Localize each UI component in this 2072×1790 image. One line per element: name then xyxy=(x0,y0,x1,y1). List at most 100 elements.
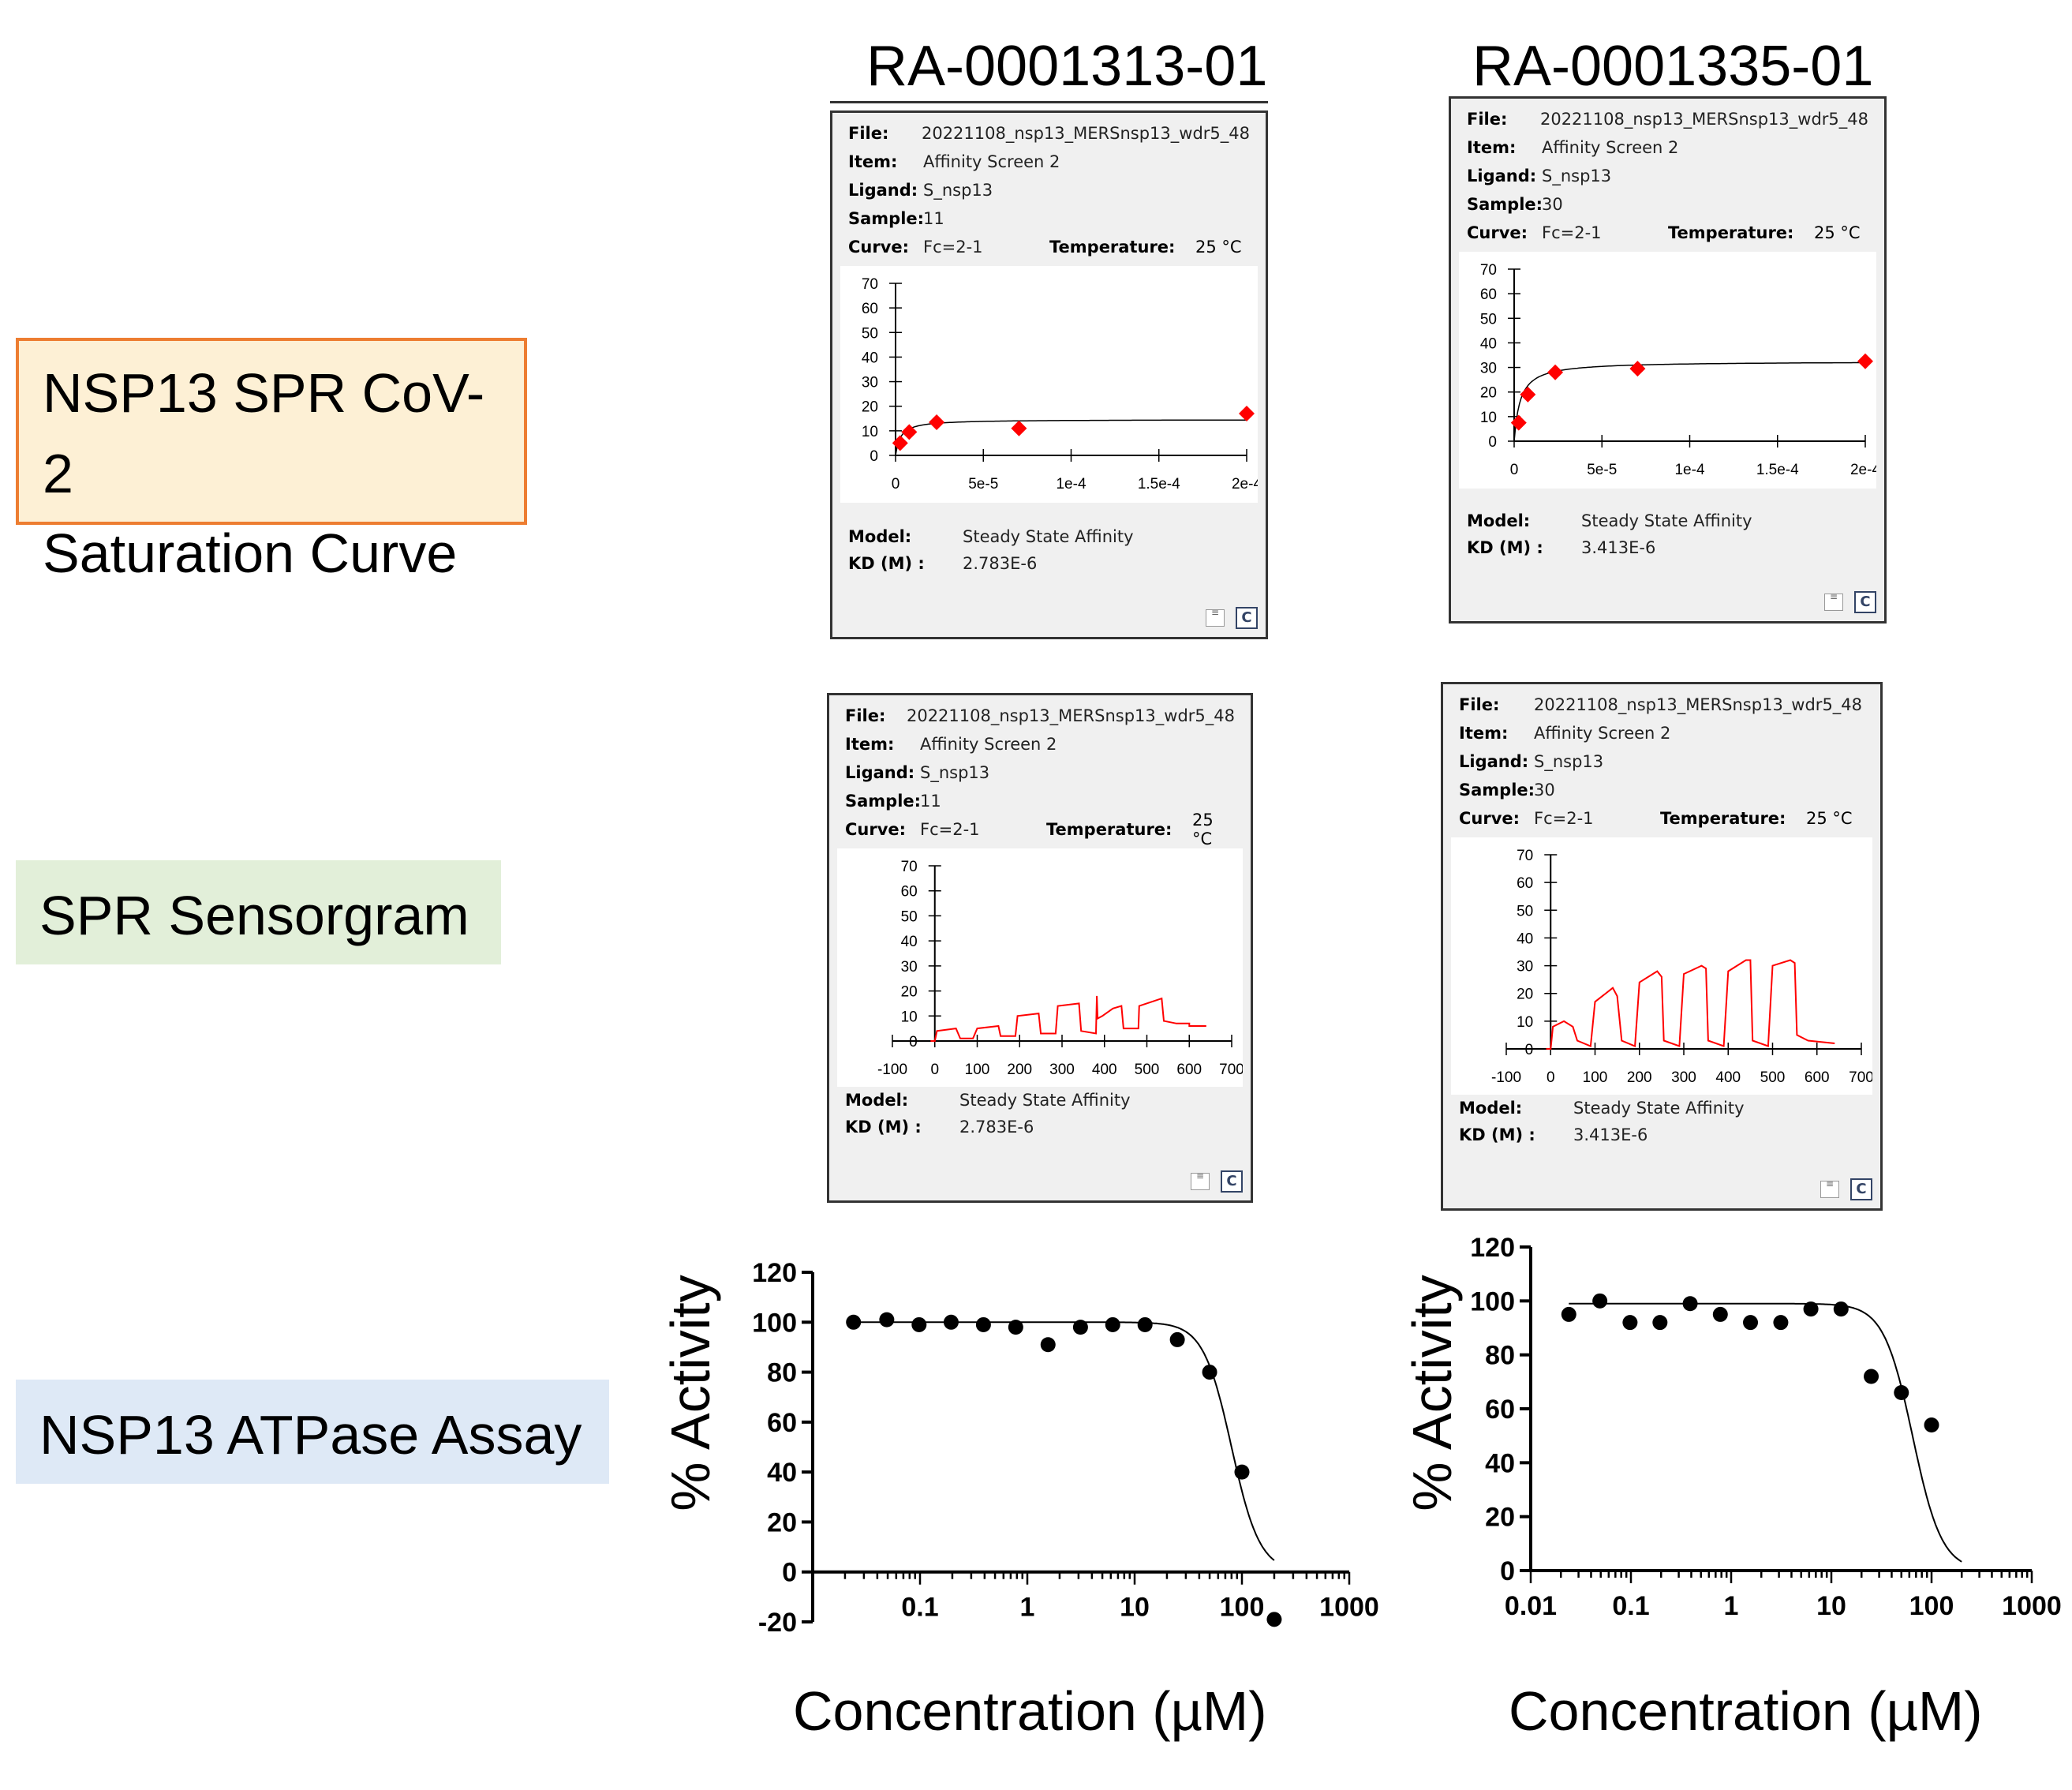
temperature-key: Temperature: xyxy=(1049,238,1176,257)
item-key: Item: xyxy=(848,152,898,171)
column-title-underline xyxy=(830,101,1268,103)
x-tick-label: 2e-4 xyxy=(1232,476,1258,492)
x-tick-label: 10 xyxy=(1120,1593,1150,1623)
y-tick-label: 120 xyxy=(752,1258,797,1288)
copy-icon[interactable]: C xyxy=(1236,607,1258,629)
x-tick-label: 0 xyxy=(1547,1069,1555,1086)
copy-icon[interactable]: C xyxy=(1850,1178,1872,1200)
data-point xyxy=(1864,1369,1879,1384)
data-point xyxy=(1682,1296,1698,1312)
y-tick-label: 80 xyxy=(1485,1341,1515,1371)
copy-icon[interactable]: C xyxy=(1854,591,1876,613)
copy-icon[interactable]: C xyxy=(1221,1170,1243,1193)
data-point xyxy=(929,414,945,430)
item-key: Item: xyxy=(845,735,895,754)
y-tick-label: 20 xyxy=(901,984,918,1001)
note-icon[interactable]: ≡ xyxy=(1820,1179,1839,1198)
model-value: Steady State Affinity xyxy=(1573,1099,1745,1118)
data-point xyxy=(1924,1417,1939,1432)
kd-value: 2.783E-6 xyxy=(963,554,1038,573)
x-tick-label: 1 xyxy=(1020,1593,1035,1623)
kd-key: KD (M) : xyxy=(1467,538,1543,557)
x-tick-label: 600 xyxy=(1805,1069,1830,1086)
data-point xyxy=(1234,1464,1250,1480)
y-tick-label: 60 xyxy=(1517,875,1533,892)
y-tick-label: 20 xyxy=(1517,987,1533,1003)
kd-value: 3.413E-6 xyxy=(1581,538,1656,557)
file-key: File: xyxy=(1459,695,1500,714)
row-label-line: NSP13 SPR CoV-2 xyxy=(43,362,485,504)
data-point xyxy=(1833,1301,1849,1317)
ligand-value: S_nsp13 xyxy=(920,763,990,782)
data-point xyxy=(1712,1306,1728,1322)
y-tick-label: 30 xyxy=(862,375,878,391)
curve-key: Curve: xyxy=(845,820,907,839)
sample-key: Sample: xyxy=(845,792,922,811)
note-icon[interactable]: ≡ xyxy=(1191,1171,1210,1190)
temperature-key: Temperature: xyxy=(1046,820,1173,839)
saturation-plot: 0 10 20 30 40 50 60 70 0 5e-5 1e-4 1.5e-4 2e-4 xyxy=(862,276,1258,492)
file-key: File: xyxy=(848,124,889,143)
ligand-value: S_nsp13 xyxy=(1534,752,1604,771)
x-tick-label: 0 xyxy=(930,1062,939,1078)
x-tick-label: 10 xyxy=(1816,1591,1846,1621)
temperature-value: 25 °C xyxy=(1814,223,1861,242)
row-label-line: NSP13 ATPase Assay xyxy=(39,1404,582,1466)
x-tick-label: 0.1 xyxy=(1612,1591,1649,1621)
y-tick-label: 50 xyxy=(901,908,918,925)
x-tick-label: 0.1 xyxy=(901,1593,938,1623)
note-icon[interactable]: ≡ xyxy=(1824,592,1843,611)
plot-area: 0 10 20 30 40 50 60 70 0 5e-5 1e-4 1.5e-4 2e-4 xyxy=(1459,252,1876,489)
spr-panel-2: File: 20221108_nsp13_MERSnsp13_wdr5_48 It… xyxy=(1449,96,1887,624)
x-tick-label: 1000 xyxy=(1319,1593,1379,1623)
data-point xyxy=(1547,364,1564,380)
panel-meta: File: 20221108_nsp13_MERSnsp13_wdr5_48 It… xyxy=(848,119,1250,261)
model-value: Steady State Affinity xyxy=(963,527,1134,546)
temperature-key: Temperature: xyxy=(1660,809,1786,828)
y-tick-label: 40 xyxy=(767,1458,797,1488)
ligand-value: S_nsp13 xyxy=(1542,167,1612,185)
y-tick-label: 0 xyxy=(909,1034,918,1050)
y-tick-label: 70 xyxy=(1517,848,1533,864)
y-tick-label: 40 xyxy=(901,934,918,950)
y-tick-label: 60 xyxy=(767,1408,797,1438)
data-point xyxy=(1743,1315,1759,1331)
x-tick-label: 300 xyxy=(1049,1062,1075,1078)
ligand-value: S_nsp13 xyxy=(923,181,993,200)
y-tick-label: 10 xyxy=(862,424,878,440)
note-icon[interactable]: ≡ xyxy=(1206,608,1225,627)
x-tick-label: -100 xyxy=(877,1062,907,1078)
x-tick-label: 1000 xyxy=(2002,1591,2062,1621)
data-point xyxy=(1008,1320,1023,1335)
y-tick-label: 30 xyxy=(1480,361,1497,377)
row-label-line: Saturation Curve xyxy=(43,522,458,584)
y-tick-label: 100 xyxy=(752,1308,797,1338)
sensorgram-trace xyxy=(930,995,1206,1042)
fit-curve xyxy=(1513,361,1865,442)
item-value: Affinity Screen 2 xyxy=(920,735,1057,754)
curve-key: Curve: xyxy=(1459,809,1520,828)
spr-panel-1: File: 20221108_nsp13_MERSnsp13_wdr5_48 It… xyxy=(830,110,1268,639)
file-value: 20221108_nsp13_MERSnsp13_wdr5_48 xyxy=(921,124,1250,143)
data-point xyxy=(1857,353,1873,369)
kd-value: 2.783E-6 xyxy=(959,1118,1034,1137)
x-tick-label: 500 xyxy=(1760,1069,1786,1086)
y-tick-label: 70 xyxy=(1480,262,1497,279)
sample-value: 30 xyxy=(1542,195,1563,214)
panel-footer: Model: Steady State Affinity KD (M) : 2.78… xyxy=(848,523,1250,577)
x-tick-label: 5e-5 xyxy=(968,476,998,492)
y-tick-label: 70 xyxy=(862,276,878,293)
data-point xyxy=(1652,1315,1668,1331)
axes: 120 100 80 60 40 20 0 -20 0.1 1 10 100 1000 xyxy=(752,1258,1379,1638)
item-key: Item: xyxy=(1459,724,1509,743)
x-tick-label: 700 xyxy=(1219,1062,1243,1078)
data-point xyxy=(1169,1331,1185,1347)
model-value: Steady State Affinity xyxy=(959,1091,1131,1110)
sensorgram-trace xyxy=(1546,959,1835,1050)
curve-value: Fc=2-1 xyxy=(1542,223,1602,242)
x-tick-label: 5e-5 xyxy=(1587,462,1617,478)
y-tick-label: 40 xyxy=(1517,931,1533,947)
y-tick-label: 60 xyxy=(901,884,918,901)
y-tick-label: 30 xyxy=(901,959,918,976)
